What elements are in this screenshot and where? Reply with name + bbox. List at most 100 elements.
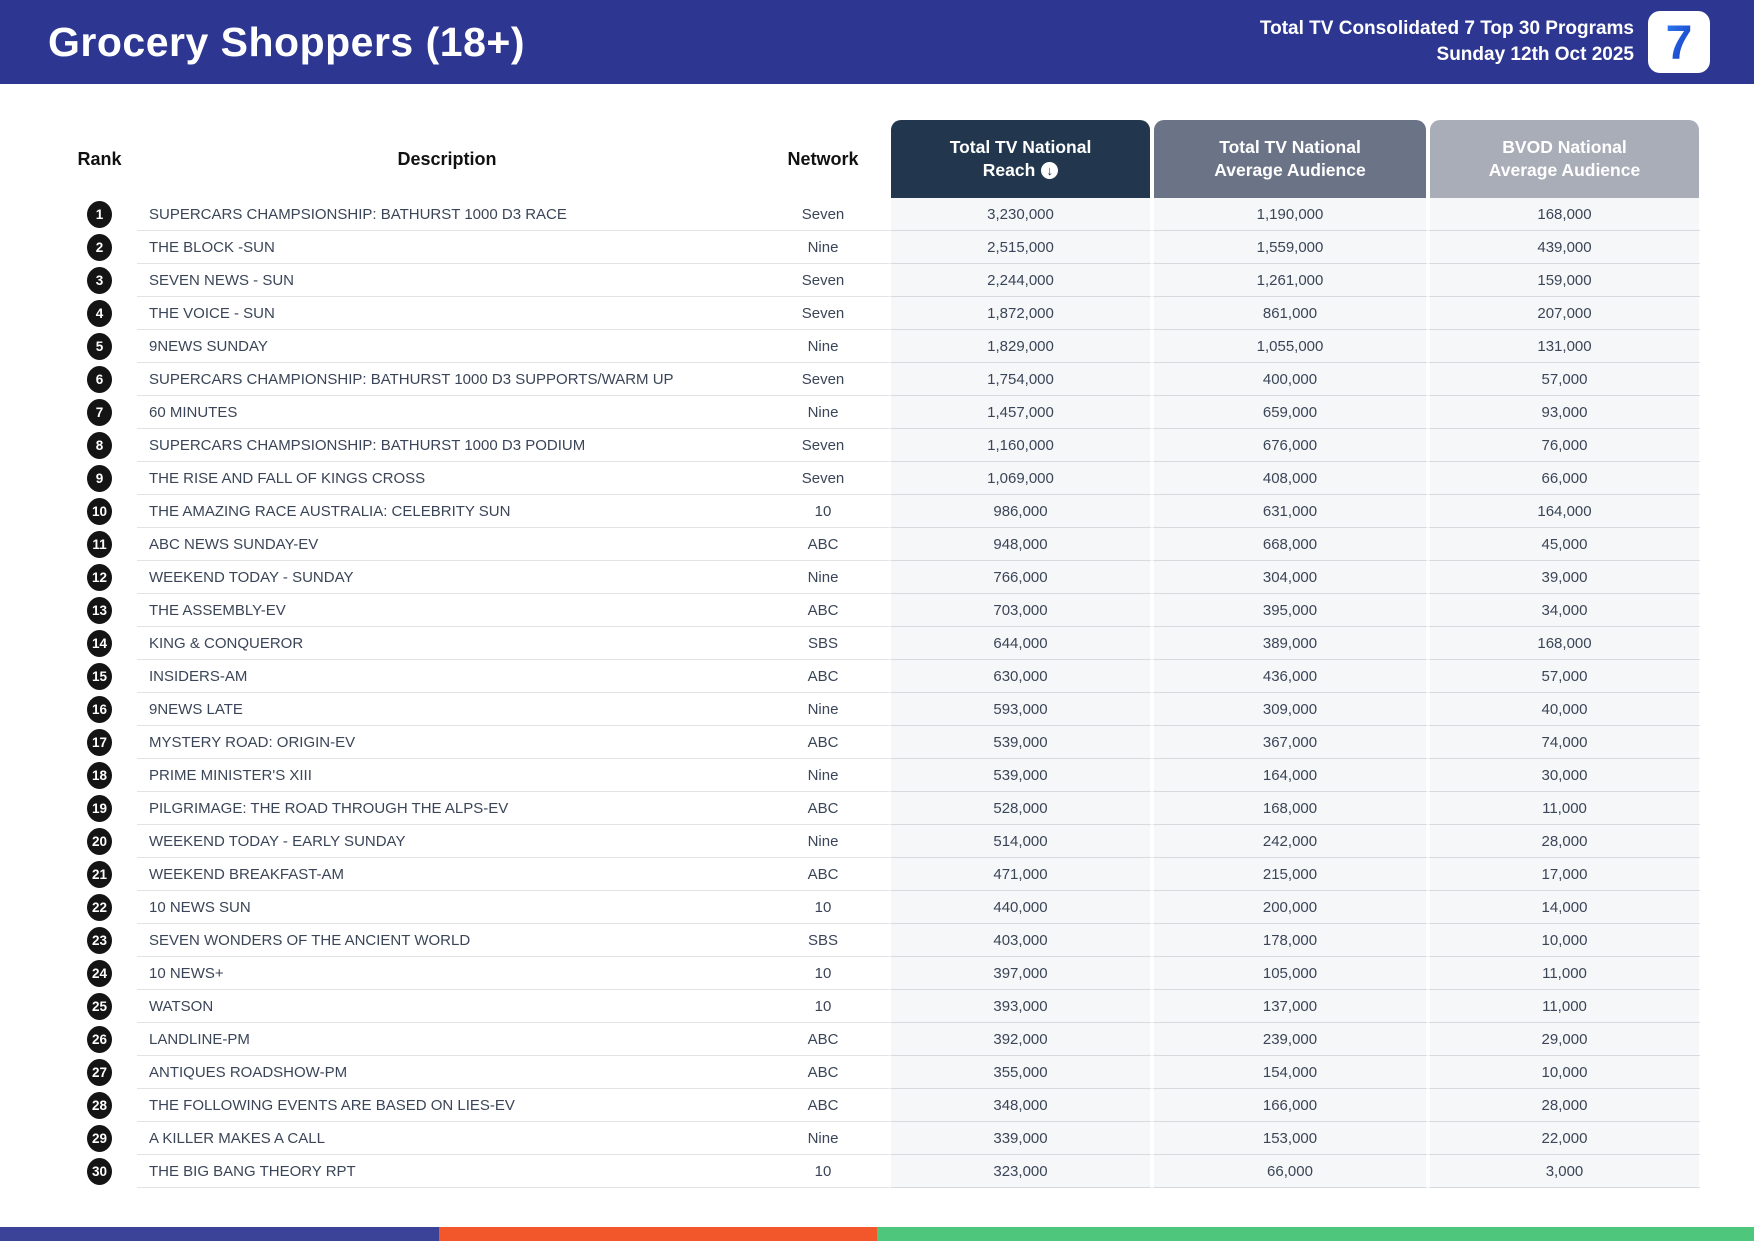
reach-cell: 1,754,000	[889, 363, 1152, 396]
network-cell: ABC	[757, 792, 889, 825]
table-row: 10 THE AMAZING RACE AUSTRALIA: CELEBRITY…	[62, 495, 1707, 528]
description-cell: PRIME MINISTER'S XIII	[137, 759, 757, 792]
page-title: Grocery Shoppers (18+)	[48, 18, 525, 65]
table-row: 16 9NEWS LATE Nine 593,000 309,000 40,00…	[62, 693, 1707, 726]
reach-cell: 393,000	[889, 990, 1152, 1023]
table-row: 7 60 MINUTES Nine 1,457,000 659,000 93,0…	[62, 396, 1707, 429]
network-cell: Nine	[757, 1122, 889, 1155]
table-row: 6 SUPERCARS CHAMPIONSHIP: BATHURST 1000 …	[62, 363, 1707, 396]
avg-audience-cell: 668,000	[1152, 528, 1428, 561]
description-cell: SEVEN WONDERS OF THE ANCIENT WORLD	[137, 924, 757, 957]
bvod-cell: 168,000	[1428, 198, 1701, 231]
reach-column-header[interactable]: Total TV National Reach ↓	[891, 120, 1150, 198]
description-cell: 60 MINUTES	[137, 396, 757, 429]
table-row: 27 ANTIQUES ROADSHOW-PM ABC 355,000 154,…	[62, 1056, 1707, 1089]
avg-audience-cell: 242,000	[1152, 825, 1428, 858]
description-cell: LANDLINE-PM	[137, 1023, 757, 1056]
seven-logo-icon: 7	[1666, 17, 1693, 67]
report-subtitle-line2: Sunday 12th Oct 2025	[1436, 44, 1634, 65]
banner: Grocery Shoppers (18+) Total TV Consolid…	[0, 0, 1754, 84]
reach-cell: 339,000	[889, 1122, 1152, 1155]
network-cell: 10	[757, 990, 889, 1023]
table-row: 18 PRIME MINISTER'S XIII Nine 539,000 16…	[62, 759, 1707, 792]
bvod-cell: 57,000	[1428, 363, 1701, 396]
table-row: 21 WEEKEND BREAKFAST-AM ABC 471,000 215,…	[62, 858, 1707, 891]
description-cell: 9NEWS LATE	[137, 693, 757, 726]
table-row: 25 WATSON 10 393,000 137,000 11,000	[62, 990, 1707, 1023]
rank-badge: 2	[87, 234, 112, 261]
svg-text:7: 7	[1666, 17, 1693, 67]
avg-audience-cell: 304,000	[1152, 561, 1428, 594]
table-row: 9 THE RISE AND FALL OF KINGS CROSS Seven…	[62, 462, 1707, 495]
network-cell: Seven	[757, 363, 889, 396]
rank-badge: 30	[87, 1158, 112, 1185]
rank-badge: 16	[87, 696, 112, 723]
avg-audience-column-header[interactable]: Total TV National Average Audience	[1154, 120, 1426, 198]
bvod-column-header[interactable]: BVOD National Average Audience	[1430, 120, 1699, 198]
rank-badge: 7	[87, 399, 112, 426]
reach-cell: 766,000	[889, 561, 1152, 594]
network-cell: Nine	[757, 759, 889, 792]
bvod-cell: 10,000	[1428, 1056, 1701, 1089]
rank-badge: 15	[87, 663, 112, 690]
reach-cell: 1,069,000	[889, 462, 1152, 495]
reach-cell: 2,515,000	[889, 231, 1152, 264]
network-cell: Nine	[757, 561, 889, 594]
table-row: 3 SEVEN NEWS - SUN Seven 2,244,000 1,261…	[62, 264, 1707, 297]
table-row: 11 ABC NEWS SUNDAY-EV ABC 948,000 668,00…	[62, 528, 1707, 561]
table-row: 2 THE BLOCK -SUN Nine 2,515,000 1,559,00…	[62, 231, 1707, 264]
network-cell: ABC	[757, 660, 889, 693]
reach-cell: 630,000	[889, 660, 1152, 693]
bvod-cell: 439,000	[1428, 231, 1701, 264]
network-cell: Nine	[757, 396, 889, 429]
bvod-cell: 76,000	[1428, 429, 1701, 462]
description-cell: 10 NEWS+	[137, 957, 757, 990]
report-subtitle-line1: Total TV Consolidated 7 Top 30 Programs	[1259, 18, 1634, 39]
rank-badge: 27	[87, 1059, 112, 1086]
rank-badge: 14	[87, 630, 112, 657]
bvod-cell: 10,000	[1428, 924, 1701, 957]
avg-audience-cell: 166,000	[1152, 1089, 1428, 1122]
description-cell: INSIDERS-AM	[137, 660, 757, 693]
reach-cell: 2,244,000	[889, 264, 1152, 297]
description-cell: SUPERCARS CHAMPSIONSHIP: BATHURST 1000 D…	[137, 429, 757, 462]
avg-audience-cell: 395,000	[1152, 594, 1428, 627]
bvod-cell: 40,000	[1428, 693, 1701, 726]
reach-cell: 392,000	[889, 1023, 1152, 1056]
reach-cell: 593,000	[889, 693, 1152, 726]
bvod-cell: 14,000	[1428, 891, 1701, 924]
reach-cell: 1,160,000	[889, 429, 1152, 462]
description-cell: THE BIG BANG THEORY RPT	[137, 1155, 757, 1188]
bvod-cell: 57,000	[1428, 660, 1701, 693]
network-cell: Seven	[757, 429, 889, 462]
network-cell: 10	[757, 891, 889, 924]
bvod-cell: 11,000	[1428, 957, 1701, 990]
description-cell: MYSTERY ROAD: ORIGIN-EV	[137, 726, 757, 759]
table-row: 13 THE ASSEMBLY-EV ABC 703,000 395,000 3…	[62, 594, 1707, 627]
reach-cell: 440,000	[889, 891, 1152, 924]
avg-audience-cell: 309,000	[1152, 693, 1428, 726]
table-row: 1 SUPERCARS CHAMPSIONSHIP: BATHURST 1000…	[62, 198, 1707, 231]
reach-cell: 539,000	[889, 726, 1152, 759]
reach-cell: 3,230,000	[889, 198, 1152, 231]
rank-badge: 22	[87, 894, 112, 921]
footer-accent-bar	[0, 1227, 1754, 1241]
rank-badge: 28	[87, 1092, 112, 1119]
description-cell: WEEKEND TODAY - EARLY SUNDAY	[137, 825, 757, 858]
rank-badge: 8	[87, 432, 112, 459]
bvod-cell: 17,000	[1428, 858, 1701, 891]
network-header: Network	[787, 148, 859, 169]
avg-audience-cell: 153,000	[1152, 1122, 1428, 1155]
rank-badge: 29	[87, 1125, 112, 1152]
network-cell: Nine	[757, 825, 889, 858]
description-cell: THE ASSEMBLY-EV	[137, 594, 757, 627]
table-row: 17 MYSTERY ROAD: ORIGIN-EV ABC 539,000 3…	[62, 726, 1707, 759]
reach-cell: 323,000	[889, 1155, 1152, 1188]
rank-badge: 11	[87, 531, 112, 558]
rank-badge: 6	[87, 366, 112, 393]
network-cell: ABC	[757, 858, 889, 891]
network-cell: 10	[757, 1155, 889, 1188]
rank-badge: 21	[87, 861, 112, 888]
rank-badge: 3	[87, 267, 112, 294]
footer-bar-green-segment	[877, 1227, 1754, 1241]
